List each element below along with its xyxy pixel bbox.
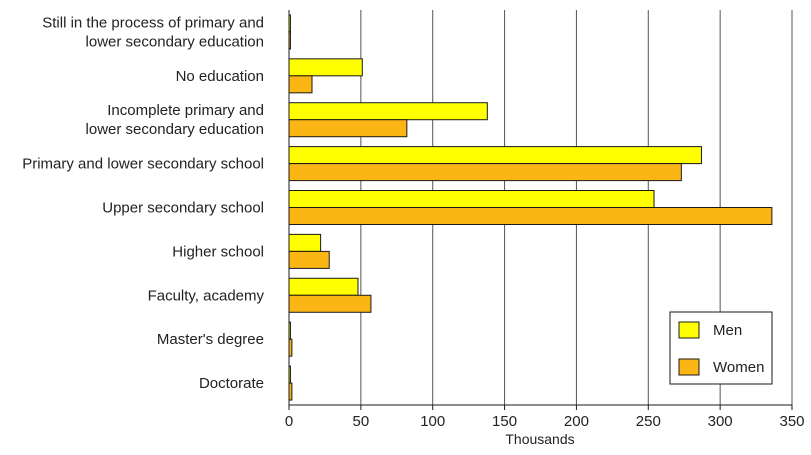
bars	[288, 14, 773, 401]
category-label: Primary and lower secondary school	[22, 156, 264, 173]
category-label: No education	[176, 68, 264, 85]
x-tick-label: 250	[636, 413, 661, 430]
x-tick-label: 150	[492, 413, 517, 430]
category-label: Still in the process of primary and lower…	[42, 14, 264, 50]
x-axis-title: Thousands	[505, 431, 574, 447]
bar-women	[288, 294, 372, 313]
category-label: Higher school	[172, 243, 264, 260]
bar-women	[288, 250, 330, 269]
bar-women	[288, 75, 313, 94]
x-tick-label: 50	[353, 413, 370, 430]
bar-women	[288, 119, 408, 138]
legend-swatch-women	[678, 358, 700, 376]
bar-men	[288, 102, 488, 121]
category-labels: Still in the process of primary and lower…	[22, 14, 264, 392]
bar-men	[288, 146, 702, 165]
x-tick-label: 300	[708, 413, 733, 430]
axes	[288, 10, 793, 410]
category-label: Faculty, academy	[148, 287, 265, 304]
x-tick-label: 200	[564, 413, 589, 430]
x-tick-label: 100	[420, 413, 445, 430]
x-tick-label: 0	[285, 413, 293, 430]
x-tick-labels: 0 50 100 150 200 250 300 350	[285, 413, 805, 430]
legend-swatch-men	[678, 321, 700, 339]
category-label: Upper secondary school	[102, 200, 264, 217]
bar-men	[288, 190, 655, 208]
bar-men	[288, 233, 322, 252]
category-label: Incomplete primary and lower secondary ed…	[86, 102, 264, 138]
category-label: Master's degree	[157, 331, 264, 348]
x-tick-label: 350	[779, 413, 804, 430]
bar-men	[288, 277, 359, 296]
bar-women	[288, 207, 773, 225]
bar-women	[288, 163, 682, 182]
category-label: Doctorate	[199, 375, 264, 392]
bar-men	[288, 58, 363, 77]
legend-label-men: Men	[713, 322, 742, 339]
legend-label-women: Women	[713, 359, 764, 376]
legend: Men Women	[669, 311, 773, 385]
